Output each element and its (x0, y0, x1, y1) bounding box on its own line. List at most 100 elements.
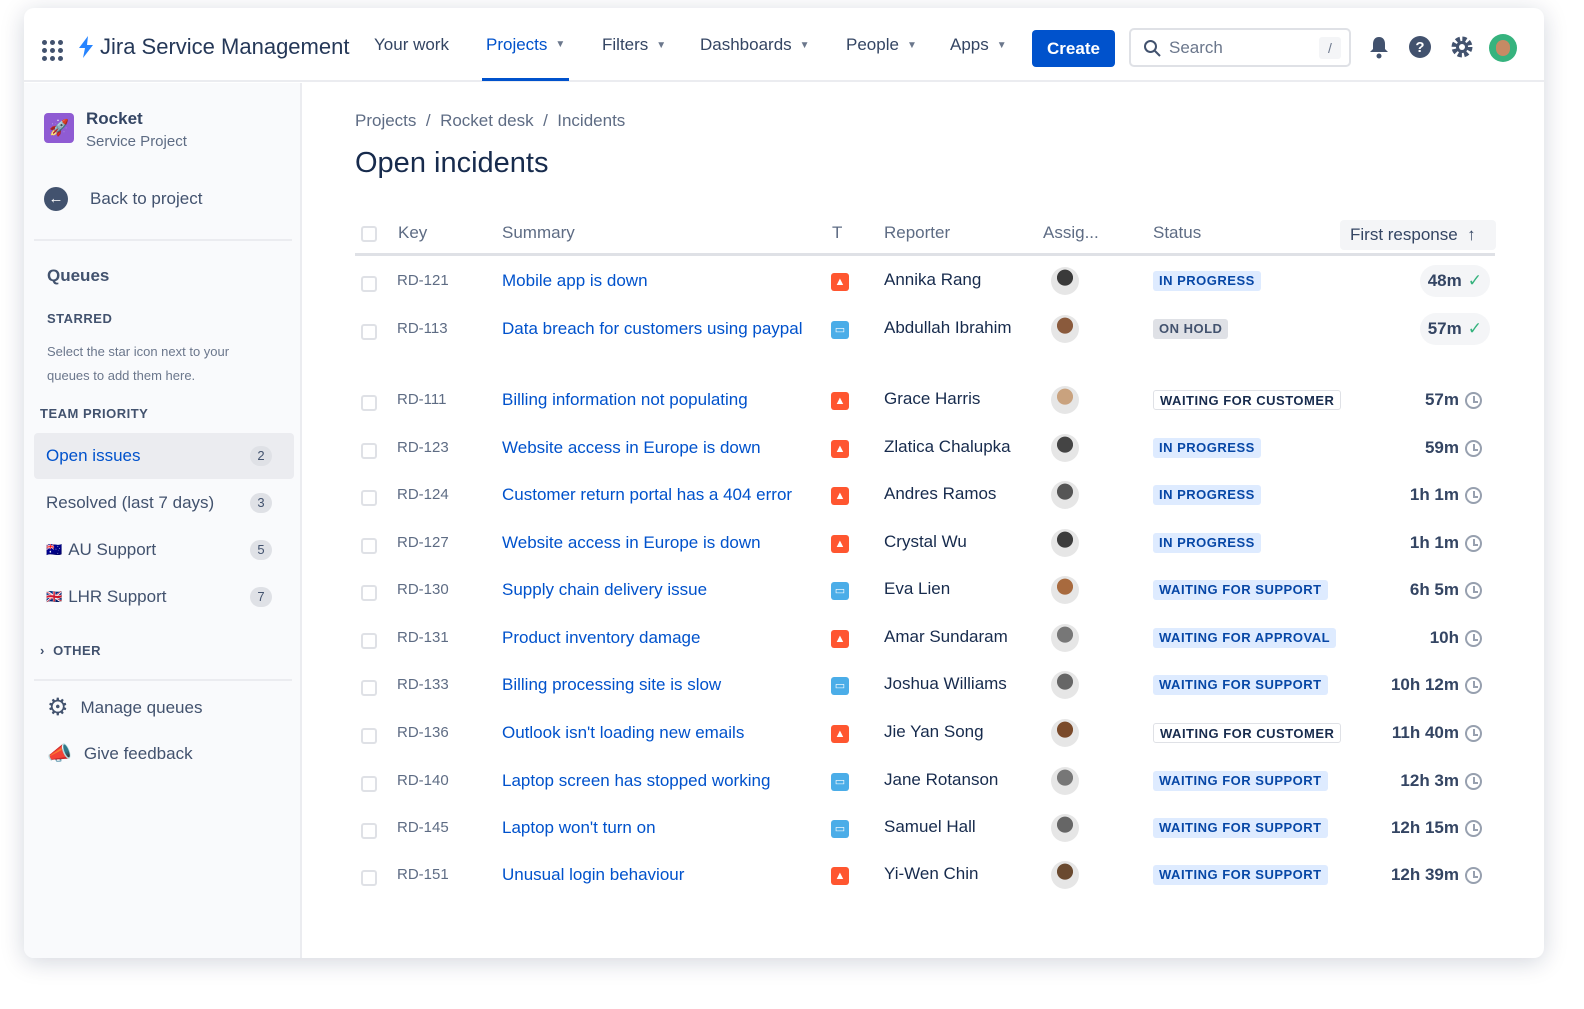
breadcrumb-incidents[interactable]: Incidents (557, 111, 626, 130)
issue-summary-link[interactable]: Data breach for customers using paypal (502, 319, 803, 338)
header-summary[interactable]: Summary (502, 223, 575, 242)
nav-filters[interactable]: Filters ▼ (602, 8, 666, 82)
table-row[interactable]: RD-133 Billing processing site is slow ▭ Jo… (304, 671, 1524, 719)
table-row[interactable]: RD-151 Unusual login behaviour ▲ Yi-Wen Chi… (304, 861, 1524, 909)
status-badge[interactable]: WAITING FOR SUPPORT (1153, 865, 1328, 885)
issue-key[interactable]: RD-123 (397, 439, 449, 456)
table-row[interactable]: RD-136 Outlook isn't loading new emails ▲ J… (304, 719, 1524, 767)
back-to-project-link[interactable]: ← Back to project (44, 187, 202, 211)
other-section-toggle[interactable]: › OTHER (40, 643, 102, 658)
issue-key[interactable]: RD-113 (397, 320, 448, 337)
assignee-avatar[interactable] (1051, 624, 1079, 652)
issue-key[interactable]: RD-151 (397, 866, 449, 883)
row-checkbox[interactable] (361, 443, 377, 459)
issue-key[interactable]: RD-127 (397, 534, 449, 551)
queue-item[interactable]: Resolved (last 7 days) 3 (34, 480, 294, 526)
table-row[interactable]: RD-145 Laptop won't turn on ▭ Samuel Hall WA… (304, 814, 1524, 862)
issue-summary-link[interactable]: Supply chain delivery issue (502, 580, 708, 599)
table-row[interactable]: RD-140 Laptop screen has stopped working ▭… (304, 767, 1524, 815)
table-row[interactable]: RD-124 Customer return portal has a 404 e… (304, 481, 1524, 529)
row-checkbox[interactable] (361, 324, 377, 340)
queue-item[interactable]: 🇬🇧 LHR Support 7 (34, 574, 294, 620)
queue-item[interactable]: Open issues 2 (34, 433, 294, 479)
status-badge[interactable]: IN PROGRESS (1153, 438, 1261, 458)
issue-summary-link[interactable]: Website access in Europe is down (502, 438, 761, 457)
status-badge[interactable]: IN PROGRESS (1153, 485, 1261, 505)
issue-summary-link[interactable]: Billing information not populating (502, 390, 748, 409)
assignee-avatar[interactable] (1051, 434, 1079, 462)
row-checkbox[interactable] (361, 870, 377, 886)
status-badge[interactable]: WAITING FOR CUSTOMER (1153, 723, 1342, 743)
user-avatar[interactable] (1489, 34, 1517, 62)
status-badge[interactable]: IN PROGRESS (1153, 533, 1261, 553)
app-switcher-icon[interactable] (42, 40, 63, 61)
breadcrumb-rocket-desk[interactable]: Rocket desk (440, 111, 534, 130)
header-type[interactable]: T (832, 223, 843, 242)
row-checkbox[interactable] (361, 728, 377, 744)
nav-projects[interactable]: Projects ▼ (482, 8, 570, 81)
status-badge[interactable]: WAITING FOR APPROVAL (1153, 628, 1337, 648)
assignee-avatar[interactable] (1051, 315, 1079, 343)
row-checkbox[interactable] (361, 633, 377, 649)
issue-key[interactable]: RD-124 (397, 486, 449, 503)
issue-summary-link[interactable]: Billing processing site is slow (502, 675, 722, 694)
header-key[interactable]: Key (398, 223, 428, 242)
create-button[interactable]: Create (1032, 30, 1115, 67)
issue-summary-link[interactable]: Laptop won't turn on (502, 818, 656, 837)
issue-summary-link[interactable]: Customer return portal has a 404 error (502, 485, 793, 504)
header-assignee[interactable]: Assig... (1043, 223, 1099, 242)
issue-summary-link[interactable]: Unusual login behaviour (502, 865, 685, 884)
table-row[interactable]: RD-113 Data breach for customers using pa… (304, 313, 1524, 363)
nav-your-work[interactable]: Your work (374, 8, 449, 82)
manage-queues-link[interactable]: ⚙ Manage queues (47, 693, 202, 722)
table-row[interactable]: RD-121 Mobile app is down ▲ Annika Rang IN P… (304, 265, 1524, 315)
issue-key[interactable]: RD-145 (397, 819, 449, 836)
issue-key[interactable]: RD-140 (397, 772, 449, 789)
issue-key[interactable]: RD-133 (397, 676, 449, 693)
issue-key[interactable]: RD-136 (397, 724, 449, 741)
issue-summary-link[interactable]: Product inventory damage (502, 628, 701, 647)
nav-people[interactable]: People ▼ (846, 8, 917, 82)
status-badge[interactable]: ON HOLD (1153, 319, 1229, 339)
assignee-avatar[interactable] (1051, 529, 1079, 557)
issue-key[interactable]: RD-111 (397, 391, 447, 408)
notifications-bell-icon[interactable] (1366, 34, 1392, 60)
assignee-avatar[interactable] (1051, 576, 1079, 604)
table-row[interactable]: RD-131 Product inventory damage ▲ Amar Sund… (304, 624, 1524, 672)
status-badge[interactable]: WAITING FOR CUSTOMER (1153, 390, 1342, 410)
row-checkbox[interactable] (361, 276, 377, 292)
issue-summary-link[interactable]: Mobile app is down (502, 271, 648, 290)
header-first-response[interactable]: First response ↑ (1340, 220, 1496, 250)
status-badge[interactable]: IN PROGRESS (1153, 271, 1261, 291)
assignee-avatar[interactable] (1051, 767, 1079, 795)
row-checkbox[interactable] (361, 490, 377, 506)
table-row[interactable]: RD-111 Billing information not populating… (304, 386, 1524, 434)
row-checkbox[interactable] (361, 776, 377, 792)
status-badge[interactable]: WAITING FOR SUPPORT (1153, 675, 1328, 695)
help-icon[interactable]: ? (1407, 34, 1433, 60)
search-input[interactable]: Search / (1129, 28, 1351, 67)
product-logo[interactable]: Jira Service Management (78, 34, 349, 60)
nav-apps[interactable]: Apps ▼ (950, 8, 1007, 82)
table-row[interactable]: RD-127 Website access in Europe is down ▲ C… (304, 529, 1524, 577)
breadcrumb-projects[interactable]: Projects (355, 111, 417, 130)
give-feedback-link[interactable]: 📣 Give feedback (47, 741, 193, 766)
header-status[interactable]: Status (1153, 223, 1202, 242)
assignee-avatar[interactable] (1051, 814, 1079, 842)
assignee-avatar[interactable] (1051, 386, 1079, 414)
row-checkbox[interactable] (361, 395, 377, 411)
issue-summary-link[interactable]: Website access in Europe is down (502, 533, 761, 552)
assignee-avatar[interactable] (1051, 267, 1079, 295)
row-checkbox[interactable] (361, 680, 377, 696)
assignee-avatar[interactable] (1051, 861, 1079, 889)
table-row[interactable]: RD-130 Supply chain delivery issue ▭ Eva Li… (304, 576, 1524, 624)
nav-dashboards[interactable]: Dashboards ▼ (700, 8, 810, 82)
row-checkbox[interactable] (361, 823, 377, 839)
select-all-checkbox[interactable] (361, 226, 377, 242)
assignee-avatar[interactable] (1051, 719, 1079, 747)
header-reporter[interactable]: Reporter (884, 223, 951, 242)
table-row[interactable]: RD-123 Website access in Europe is down ▲ Z… (304, 434, 1524, 482)
status-badge[interactable]: WAITING FOR SUPPORT (1153, 771, 1328, 791)
status-badge[interactable]: WAITING FOR SUPPORT (1153, 818, 1328, 838)
row-checkbox[interactable] (361, 585, 377, 601)
